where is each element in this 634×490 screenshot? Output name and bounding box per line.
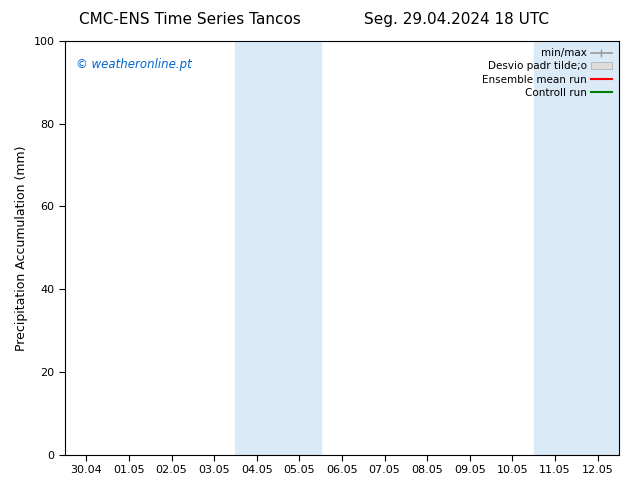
Bar	[534, 41, 619, 455]
Text: CMC-ENS Time Series Tancos: CMC-ENS Time Series Tancos	[79, 12, 301, 27]
Text: Seg. 29.04.2024 18 UTC: Seg. 29.04.2024 18 UTC	[364, 12, 549, 27]
Text: © weatheronline.pt: © weatheronline.pt	[76, 58, 192, 71]
Legend: min/max, Desvio padr tilde;o, Ensemble mean run, Controll run: min/max, Desvio padr tilde;o, Ensemble m…	[478, 44, 616, 102]
Bar	[235, 41, 321, 455]
Y-axis label: Precipitation Accumulation (mm): Precipitation Accumulation (mm)	[15, 145, 28, 350]
